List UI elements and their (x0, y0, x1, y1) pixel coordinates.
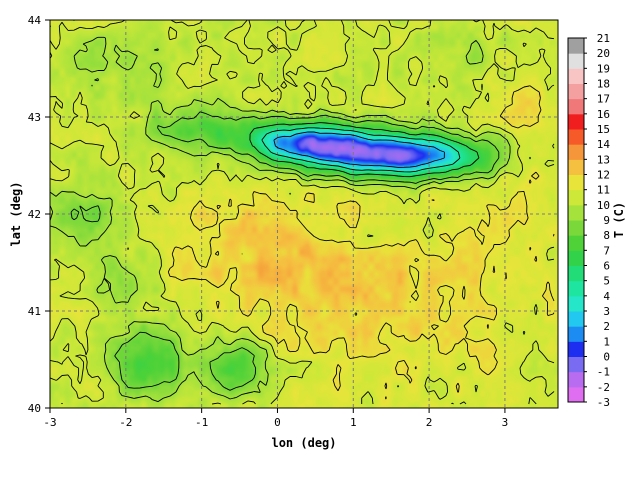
colorbar-swatch (568, 189, 584, 206)
x-axis-label: lon (deg) (271, 436, 336, 450)
colorbar-swatch (568, 174, 584, 191)
y-axis-label: lat (deg) (9, 181, 23, 246)
x-tick-label: -2 (119, 416, 132, 429)
colorbar-tick-label: 19 (597, 62, 610, 75)
colorbar-tick-label: 4 (603, 290, 610, 303)
colorbar-swatch (568, 83, 584, 100)
colorbar-swatch (568, 68, 584, 84)
contour-lines (49, 19, 555, 405)
contour-line (261, 127, 461, 173)
colorbar-swatch (568, 129, 584, 145)
colorbar-tick-label: 3 (603, 305, 610, 318)
colorbar-tick-label: 0 (603, 351, 610, 364)
colorbar-swatch (568, 311, 584, 327)
colorbar-tick-label: 20 (597, 47, 610, 60)
y-tick-label: 44 (28, 14, 42, 27)
colorbar-swatch (568, 98, 584, 115)
contour-line (273, 131, 445, 168)
colorbar-swatch (568, 386, 584, 403)
gridlines (50, 20, 558, 408)
colorbar-swatch (568, 250, 584, 266)
contour-line (49, 36, 511, 403)
x-tick-label: 2 (426, 416, 433, 429)
colorbar-tick-label: 13 (597, 153, 610, 166)
colorbar-tick-label: -2 (597, 381, 610, 394)
x-tick-label: 1 (350, 416, 357, 429)
colorbar-tick-label: 10 (597, 199, 610, 212)
colorbar-swatch (568, 204, 584, 221)
colorbar-swatch (568, 326, 584, 342)
contour-line (167, 85, 555, 400)
colorbar-swatch (568, 341, 584, 357)
colorbar-label: T (C) (612, 202, 626, 238)
x-tick-label: -1 (195, 416, 208, 429)
contour-line (70, 111, 500, 391)
colorbar-tick-label: 18 (597, 78, 610, 91)
colorbar-swatch (568, 265, 584, 282)
colorbar-tick-label: 12 (597, 169, 610, 182)
colorbar-swatch (568, 159, 584, 175)
axis-ticks: -3 -2 -1 0 1 2 3 40 41 42 43 44 (28, 14, 508, 429)
colorbar-swatch (568, 220, 584, 236)
colorbar-tick-label: 8 (603, 229, 610, 242)
colorbar-swatch (568, 371, 584, 388)
colorbar-tick-label: 7 (603, 244, 610, 257)
colorbar-tick-label: 6 (603, 260, 610, 273)
colorbar-tick-label: 16 (597, 108, 610, 121)
contour-line (249, 122, 480, 178)
colorbar-swatch (568, 144, 584, 160)
colorbar-swatch (568, 356, 584, 373)
colorbar-tick-label: 2 (603, 320, 610, 333)
colorbar-tick-label: -1 (597, 366, 610, 379)
colorbar-swatch (568, 53, 584, 69)
x-tick-label: -3 (43, 416, 56, 429)
colorbar-tick-label: 14 (597, 138, 611, 151)
colorbar-swatch (568, 38, 584, 54)
colorbar-tick-label: -3 (597, 396, 610, 409)
y-tick-label: 41 (28, 305, 41, 318)
colorbar-swatch (568, 113, 584, 130)
colorbar-tick-label: 17 (597, 93, 610, 106)
colorbar-swatch (568, 280, 584, 297)
y-tick-label: 43 (28, 111, 41, 124)
colorbar-tick-label: 1 (603, 335, 610, 348)
y-tick-label: 42 (28, 208, 41, 221)
colorbar-tick-label: 21 (597, 32, 610, 45)
colorbar-tick-label: 9 (603, 214, 610, 227)
colorbar-swatch (568, 295, 584, 312)
colorbar-tick-label: 15 (597, 123, 610, 136)
colorbar-tick-label: 11 (597, 184, 610, 197)
colorbar-tick-label: 5 (603, 275, 610, 288)
x-tick-label: 0 (274, 416, 281, 429)
x-tick-label: 3 (502, 416, 509, 429)
y-tick-label: 40 (28, 402, 41, 415)
colorbar-swatch (568, 235, 584, 251)
